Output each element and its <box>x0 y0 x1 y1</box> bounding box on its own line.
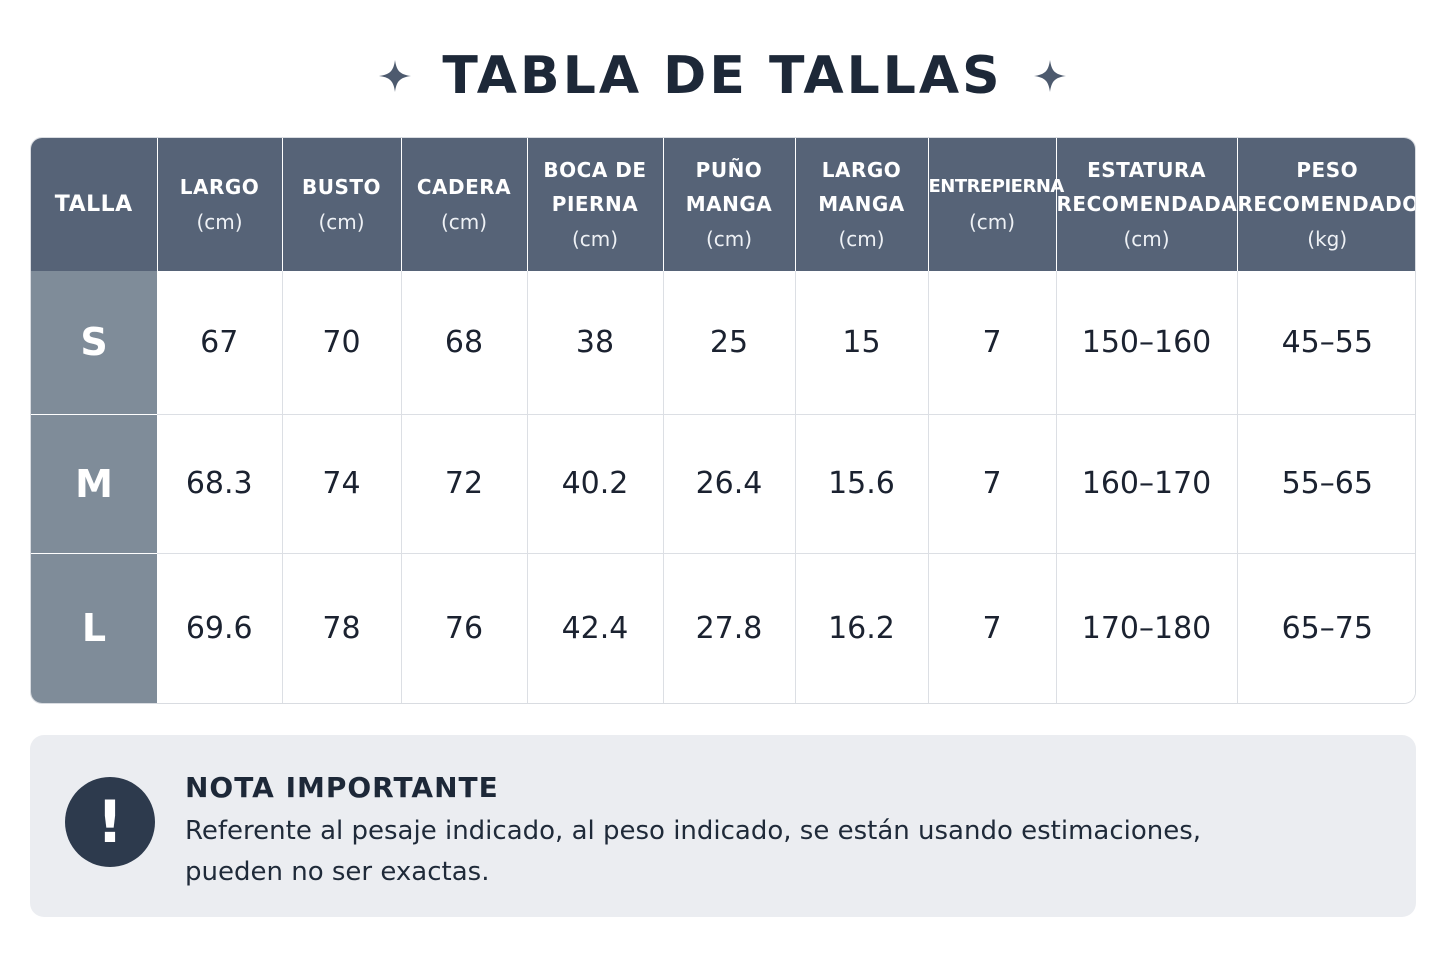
table-cell: 55–65 <box>1237 414 1415 554</box>
header-title-line1: ESTATURA <box>1087 157 1206 182</box>
header-largo-manga: LARGO MANGA (cm) <box>795 138 929 271</box>
sparkle-icon-right <box>1033 60 1066 92</box>
header-largo: LARGO (cm) <box>157 138 283 271</box>
table-cell: 7 <box>928 271 1057 415</box>
table-row-l: L 69.6 78 76 42.4 27.8 16.2 7 170–180 65… <box>31 553 1415 703</box>
table-cell: 74 <box>282 414 402 554</box>
header-title-line2: PIERNA <box>551 191 639 216</box>
important-note: ! NOTA IMPORTANTE Referente al pesaje in… <box>30 735 1416 917</box>
header-estatura-recomendada: ESTATURA RECOMENDADA (cm) <box>1056 138 1238 271</box>
table-cell: 70 <box>282 271 402 415</box>
table-cell: 42.4 <box>527 553 664 703</box>
header-unit: (cm) <box>1123 226 1170 251</box>
table-cell: 26.4 <box>663 414 796 554</box>
header-title: CADERA <box>416 174 512 199</box>
table-cell: 78 <box>282 553 402 703</box>
size-table-container: TALLA LARGO (cm) BUSTO (cm) CADERA (cm) … <box>30 137 1416 704</box>
sparkle-icon-left <box>379 60 412 92</box>
header-title-line1: LARGO <box>821 157 902 182</box>
table-cell: 25 <box>663 271 796 415</box>
header-unit: (kg) <box>1307 226 1348 251</box>
table-cell: 160–170 <box>1056 414 1238 554</box>
header-entrepierna: ENTREPIERNA (cm) <box>928 138 1065 271</box>
table-cell: 38 <box>527 271 664 415</box>
header-unit: (cm) <box>440 209 488 234</box>
header-title: BUSTO <box>301 174 382 199</box>
note-text-line1: Referente al pesaje indicado, al peso in… <box>185 816 1202 846</box>
header-title-line2: RECOMENDADO <box>1237 191 1416 216</box>
header-title-line2: RECOMENDADA <box>1056 191 1238 216</box>
table-cell: 15 <box>795 271 929 415</box>
header-talla: TALLA <box>31 138 158 271</box>
table-cell: 68 <box>401 271 528 415</box>
table-cell: 7 <box>928 414 1057 554</box>
table-cell: 150–160 <box>1056 271 1238 415</box>
header-title: TALLA <box>54 191 133 217</box>
table-cell: 72 <box>401 414 528 554</box>
note-title: NOTA IMPORTANTE <box>185 771 499 804</box>
header-peso-recomendado: PESO RECOMENDADO (kg) <box>1237 138 1416 271</box>
header-unit: (cm) <box>968 209 1016 234</box>
size-table: TALLA LARGO (cm) BUSTO (cm) CADERA (cm) … <box>31 138 1416 703</box>
exclamation-icon: ! <box>65 777 155 867</box>
table-cell: 170–180 <box>1056 553 1238 703</box>
header-title: LARGO <box>179 174 260 199</box>
header-title-line1: PESO <box>1296 157 1359 182</box>
table-cell: 69.6 <box>157 553 283 703</box>
table-cell: 68.3 <box>157 414 283 554</box>
header-title-line2: MANGA <box>818 191 905 216</box>
page-title: TABLA DE TALLAS <box>442 46 1003 106</box>
header-unit: (cm) <box>838 226 885 251</box>
header-title-line1: PUÑO <box>695 157 763 182</box>
note-text-line2: pueden no ser exactas. <box>185 857 490 887</box>
table-cell: 76 <box>401 553 528 703</box>
header-puno-manga: PUÑO MANGA (cm) <box>663 138 796 271</box>
size-label: M <box>31 414 157 554</box>
header-unit: (cm) <box>705 226 753 251</box>
size-label: S <box>31 271 157 415</box>
table-row-m: M 68.3 74 72 40.2 26.4 15.6 7 160–170 55… <box>31 414 1415 554</box>
table-cell: 15.6 <box>795 414 929 554</box>
note-text: Referente al pesaje indicado, al peso in… <box>185 811 1335 893</box>
table-cell: 65–75 <box>1237 553 1415 703</box>
header-busto: BUSTO (cm) <box>282 138 402 271</box>
header-cadera: CADERA (cm) <box>401 138 528 271</box>
table-row-s: S 67 70 68 38 25 15 7 150–160 45–55 <box>31 271 1415 415</box>
table-cell: 67 <box>157 271 283 415</box>
header-row: TALLA LARGO (cm) BUSTO (cm) CADERA (cm) … <box>31 138 1416 271</box>
title-row: TABLA DE TALLAS <box>0 38 1445 114</box>
header-title-line2: MANGA <box>685 191 773 216</box>
header-title-line1: BOCA DE <box>543 157 647 182</box>
header-unit: (cm) <box>571 226 619 251</box>
header-boca-de-pierna: BOCA DE PIERNA (cm) <box>527 138 664 271</box>
header-unit: (cm) <box>318 209 365 234</box>
table-cell: 7 <box>928 553 1057 703</box>
size-label: L <box>31 553 157 703</box>
table-cell: 40.2 <box>527 414 664 554</box>
table-cell: 45–55 <box>1237 271 1415 415</box>
table-cell: 16.2 <box>795 553 929 703</box>
table-cell: 27.8 <box>663 553 796 703</box>
header-title: ENTREPIERNA <box>928 175 1065 197</box>
header-unit: (cm) <box>196 209 243 234</box>
